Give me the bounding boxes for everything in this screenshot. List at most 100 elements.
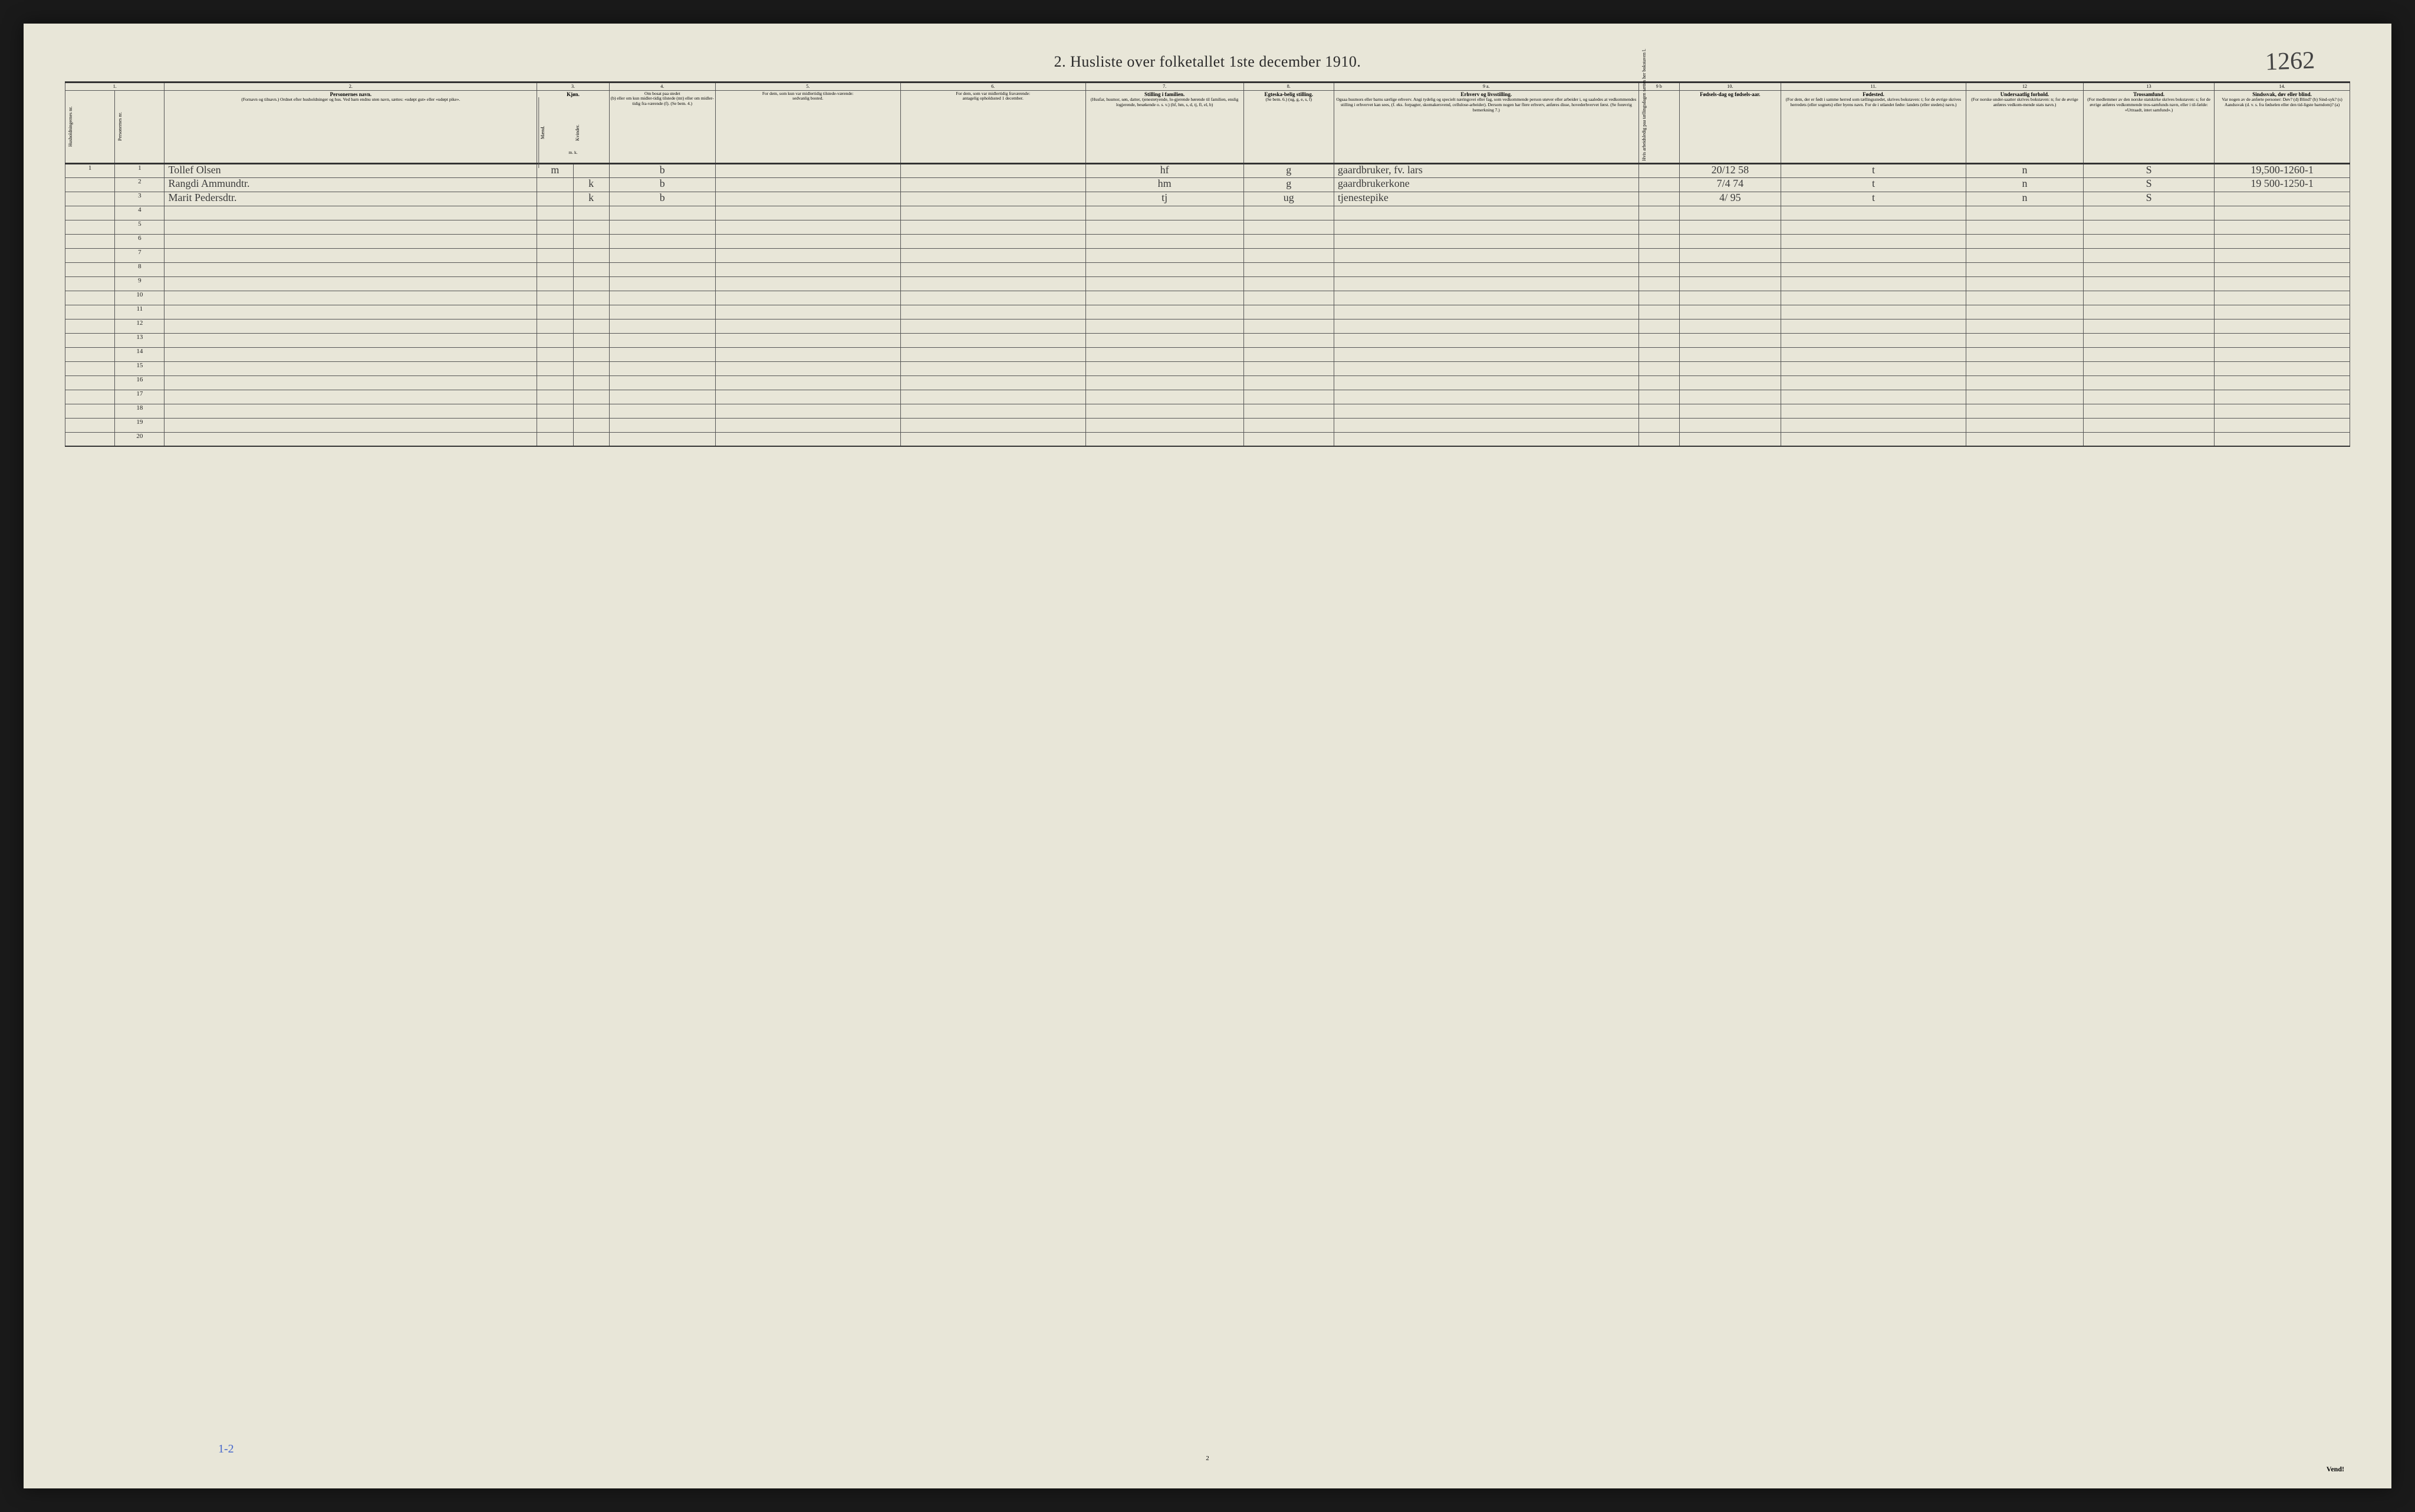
cell-empty (573, 276, 609, 291)
cell-empty (164, 305, 537, 319)
cell-empty: 6 (115, 234, 164, 248)
cell-empty (1781, 361, 1966, 375)
cell-empty (2084, 276, 2215, 291)
header-forhold-sub: (For norske under-saatter skrives boksta… (1967, 97, 2082, 107)
cell-empty (1966, 291, 2083, 305)
cell-empty (1085, 262, 1243, 276)
cell-empty (1638, 333, 1679, 347)
cell-empty (2215, 248, 2350, 262)
header-arbeidsledig-label: Hvis arbeidsledig paa tællingsdagen sætt… (1640, 91, 1649, 162)
cell-empty (164, 361, 537, 375)
cell-empty (1781, 404, 1966, 418)
cell-empty (1638, 206, 1679, 220)
cell-c5 (715, 192, 900, 206)
cell-empty (537, 262, 573, 276)
cell-empty (1243, 361, 1334, 375)
cell-empty (2084, 262, 2215, 276)
header-fodsel: Fødsels-dag og fødsels-aar. (1679, 90, 1781, 163)
colnum-10: 10. (1679, 83, 1781, 91)
cell-empty (900, 404, 1085, 418)
cell-empty (573, 206, 609, 220)
cell-empty (537, 432, 573, 446)
cell-empty (1638, 418, 1679, 432)
cell-empty (573, 220, 609, 234)
cell-empty (65, 390, 115, 404)
table-row-empty: 15 (65, 361, 2350, 375)
cell-empty (715, 375, 900, 390)
cell-empty (1781, 432, 1966, 446)
colnum-3: 3. (537, 83, 610, 91)
cell-empty (1334, 375, 1638, 390)
header-erhverv-sub: Ogsaa husmors eller barns særlige erhver… (1335, 97, 1637, 113)
colnum-4: 4. (609, 83, 715, 91)
cell-empty (1243, 347, 1334, 361)
table-header: 1. 2. 3. 4. 5. 6. 7. 8. 9 a. 9 b 10. 11.… (65, 83, 2350, 164)
cell-empty (609, 276, 715, 291)
cell-empty (164, 418, 537, 432)
cell-empty (573, 234, 609, 248)
header-stilling-sub: (Husfar, husmor, søn, datter, tjenestety… (1087, 97, 1242, 107)
header-sinds-sub: Var nogen av de anførte personer: Døv? (… (2216, 97, 2348, 107)
cell-empty (1243, 375, 1334, 390)
cell-empty (573, 418, 609, 432)
cell-empty (1085, 375, 1243, 390)
cell-empty (1334, 234, 1638, 248)
col-number-row: 1. 2. 3. 4. 5. 6. 7. 8. 9 a. 9 b 10. 11.… (65, 83, 2350, 91)
cell-empty (1781, 347, 1966, 361)
cell-empty (609, 390, 715, 404)
page-number: 2 (1206, 1455, 1209, 1462)
cell-tros: S (2084, 163, 2215, 177)
cell-empty (2084, 319, 2215, 333)
colnum-8: 8. (1243, 83, 1334, 91)
cell-empty (715, 418, 900, 432)
cell-empty (2084, 390, 2215, 404)
cell-empty (164, 390, 537, 404)
cell-name: Rangdi Ammundtr. (164, 177, 537, 192)
cell-fodsel: 7/4 74 (1679, 177, 1781, 192)
cell-empty (573, 404, 609, 418)
cell-empty (715, 333, 900, 347)
cell-empty (1334, 305, 1638, 319)
cell-empty (573, 432, 609, 446)
cell-name: Marit Pedersdtr. (164, 192, 537, 206)
cell-empty (65, 347, 115, 361)
cell-empty (1638, 276, 1679, 291)
table-body: 11Tollef Olsenmbhfggaardbruker, fv. lars… (65, 163, 2350, 446)
cell-empty (900, 291, 1085, 305)
cell-empty: 16 (115, 375, 164, 390)
cell-stilling: hm (1085, 177, 1243, 192)
cell-empty (1781, 248, 1966, 262)
cell-sex_m (537, 192, 573, 206)
cell-empty (1679, 305, 1781, 319)
table-row-empty: 19 (65, 418, 2350, 432)
cell-empty: 13 (115, 333, 164, 347)
header-name: Personernes navn. (Fornavn og tilnavn.) … (164, 90, 537, 163)
cell-empty (2084, 234, 2215, 248)
cell-empty (1334, 333, 1638, 347)
cell-empty (1966, 347, 2083, 361)
cell-empty (1085, 206, 1243, 220)
cell-empty (609, 361, 715, 375)
cell-c5 (715, 163, 900, 177)
cell-c6 (900, 192, 1085, 206)
cell-empty (1966, 234, 2083, 248)
cell-empty (537, 361, 573, 375)
cell-empty (1334, 418, 1638, 432)
header-pers-nr-label: Personernes nr. (116, 91, 124, 162)
cell-empty (900, 276, 1085, 291)
cell-empty (715, 390, 900, 404)
cell-empty (715, 404, 900, 418)
header-stilling: Stilling i familien. (Husfar, husmor, sø… (1085, 90, 1243, 163)
cell-empty (65, 276, 115, 291)
cell-empty (537, 234, 573, 248)
cell-empty (1243, 432, 1334, 446)
cell-fodsel: 4/ 95 (1679, 192, 1781, 206)
cell-empty (1638, 248, 1679, 262)
cell-empty (573, 390, 609, 404)
cell-empty (65, 361, 115, 375)
cell-bosat: b (609, 177, 715, 192)
cell-empty (164, 262, 537, 276)
cell-empty (1638, 220, 1679, 234)
cell-empty: 14 (115, 347, 164, 361)
cell-empty (1085, 305, 1243, 319)
